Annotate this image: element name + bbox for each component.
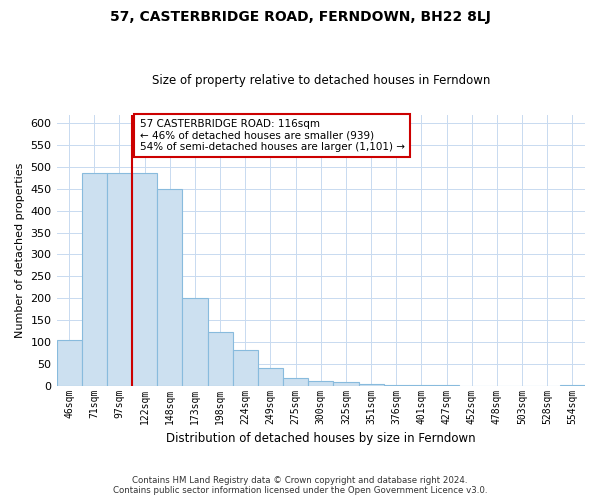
Bar — [208, 332, 233, 386]
Text: Contains HM Land Registry data © Crown copyright and database right 2024.
Contai: Contains HM Land Registry data © Crown c… — [113, 476, 487, 495]
Y-axis label: Number of detached properties: Number of detached properties — [15, 162, 25, 338]
Bar — [334, 382, 359, 386]
Bar — [359, 384, 383, 386]
Bar — [560, 385, 585, 386]
Bar — [283, 378, 308, 386]
Bar — [182, 298, 208, 386]
Text: 57 CASTERBRIDGE ROAD: 116sqm
← 46% of detached houses are smaller (939)
54% of s: 57 CASTERBRIDGE ROAD: 116sqm ← 46% of de… — [140, 119, 404, 152]
Bar — [82, 172, 107, 386]
Bar — [56, 340, 82, 386]
Bar — [233, 350, 258, 386]
Bar — [258, 368, 283, 386]
Bar — [132, 172, 157, 386]
X-axis label: Distribution of detached houses by size in Ferndown: Distribution of detached houses by size … — [166, 432, 476, 445]
Bar — [157, 189, 182, 386]
Text: 57, CASTERBRIDGE ROAD, FERNDOWN, BH22 8LJ: 57, CASTERBRIDGE ROAD, FERNDOWN, BH22 8L… — [110, 10, 490, 24]
Bar — [107, 172, 132, 386]
Bar — [383, 385, 409, 386]
Title: Size of property relative to detached houses in Ferndown: Size of property relative to detached ho… — [152, 74, 490, 87]
Bar — [308, 382, 334, 386]
